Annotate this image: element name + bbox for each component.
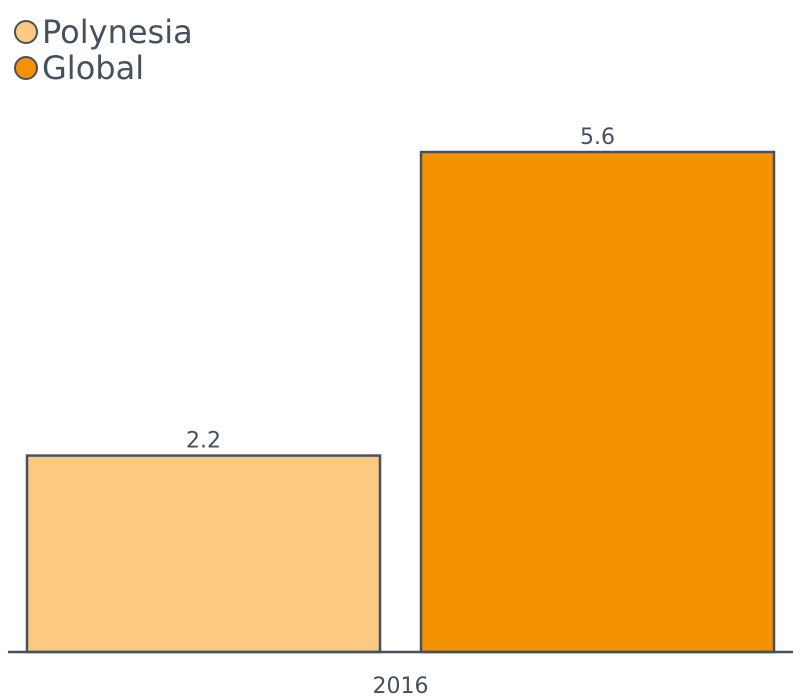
legend-label-polynesia: Polynesia [42, 13, 193, 51]
bars-group: 2.2 5.6 [25, 125, 776, 654]
x-tick-label: 2016 [373, 674, 429, 699]
bar-polynesia [25, 454, 382, 654]
x-tick-labels: 2016 [373, 674, 429, 699]
legend: Polynesia Global [14, 14, 193, 86]
legend-item-global: Global [14, 50, 193, 86]
legend-swatch-polynesia [14, 20, 38, 44]
value-label-polynesia: 2.2 [186, 429, 221, 454]
legend-item-polynesia: Polynesia [14, 14, 193, 50]
legend-label-global: Global [42, 49, 145, 87]
legend-swatch-global [14, 56, 38, 80]
bar-global [419, 150, 776, 654]
value-label-global: 5.6 [580, 125, 615, 150]
